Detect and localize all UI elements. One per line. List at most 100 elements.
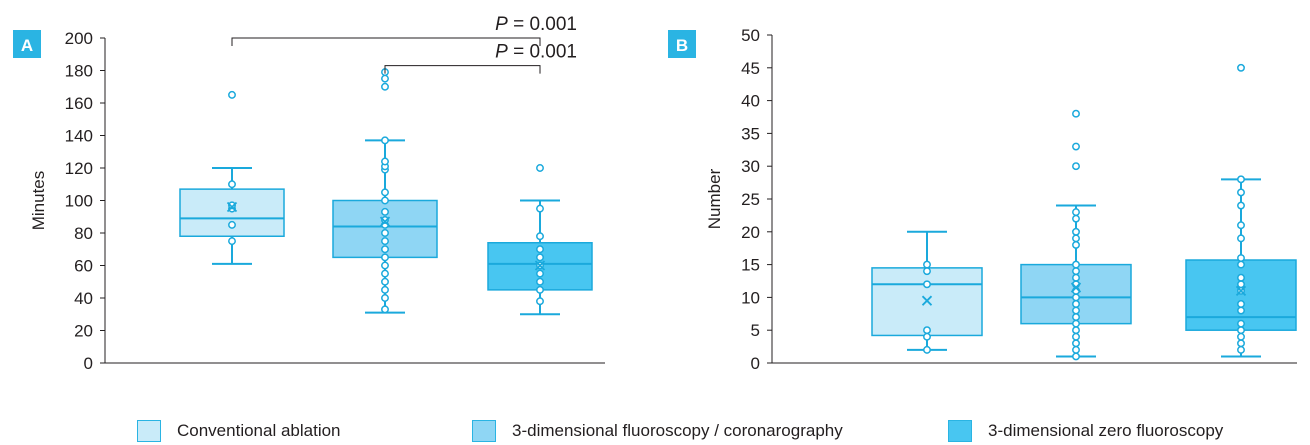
y-tick-label: 5	[751, 321, 760, 340]
data-point	[1072, 162, 1080, 171]
data-point	[923, 260, 931, 269]
mean-marker	[1070, 282, 1082, 293]
panel-badge-B	[668, 30, 696, 58]
data-point	[1237, 345, 1245, 354]
data-point	[381, 294, 389, 302]
data-point	[381, 253, 389, 262]
legend: Conventional ablation 3-dimensional fluo…	[0, 420, 1310, 444]
data-point	[381, 207, 389, 216]
box-iqr	[1185, 259, 1297, 331]
y-tick-label: 20	[741, 223, 760, 242]
data-point	[1072, 267, 1080, 276]
y-tick-label: 200	[65, 29, 93, 48]
legend-item-conventional: Conventional ablation	[137, 420, 341, 442]
p-value: = 0.001	[508, 42, 577, 63]
data-point	[228, 180, 236, 189]
data-point	[381, 229, 389, 237]
data-point	[1237, 280, 1245, 289]
data-point	[381, 216, 389, 224]
data-point	[1072, 273, 1080, 282]
legend-label-3d-zero-fluoroscopy: 3-dimensional zero fluoroscopy	[988, 421, 1224, 440]
data-point	[381, 277, 389, 286]
y-tick-label: 60	[74, 257, 93, 276]
data-point	[381, 269, 389, 278]
y-tick-label: 160	[65, 94, 93, 113]
mean-marker	[921, 295, 933, 306]
data-point	[381, 285, 389, 294]
data-point	[536, 297, 544, 306]
data-point	[1237, 332, 1245, 341]
y-axis-label: Number	[705, 168, 724, 229]
data-point	[381, 305, 389, 314]
significance-bracket	[231, 37, 541, 46]
legend-label-conventional: Conventional ablation	[177, 421, 341, 440]
data-point	[381, 245, 389, 254]
data-point	[923, 326, 931, 335]
data-point	[228, 201, 236, 210]
data-point	[1072, 214, 1080, 223]
data-point	[1237, 339, 1245, 348]
legend-swatch-3d-fluoroscopy	[472, 420, 496, 442]
data-point	[1072, 345, 1080, 354]
data-point	[1237, 234, 1245, 243]
data-point	[1072, 352, 1080, 361]
mean-marker	[534, 260, 546, 271]
data-point	[536, 245, 544, 254]
data-point	[536, 285, 544, 294]
data-point	[381, 136, 389, 145]
data-point	[1072, 313, 1080, 322]
data-point	[1072, 260, 1080, 269]
y-tick-label: 40	[741, 92, 760, 111]
data-point	[381, 82, 389, 91]
data-point	[381, 237, 389, 246]
y-tick-label: 15	[741, 256, 760, 275]
panel-badge-A	[13, 30, 41, 58]
legend-item-3d-zero-fluoroscopy: 3-dimensional zero fluoroscopy	[948, 420, 1223, 442]
y-tick-label: 50	[741, 26, 760, 45]
mean-marker	[379, 216, 391, 227]
data-point	[1072, 293, 1080, 302]
y-tick-label: 35	[741, 124, 760, 143]
data-point	[923, 280, 931, 289]
y-tick-label: 100	[65, 192, 93, 211]
y-tick-label: 120	[65, 159, 93, 178]
y-tick-label: 180	[65, 62, 93, 81]
p-symbol: P	[495, 42, 508, 63]
y-tick-label: 0	[84, 354, 93, 373]
p-symbol: P	[495, 14, 508, 35]
data-point	[381, 157, 389, 166]
y-axis-label: Minutes	[29, 171, 48, 231]
data-point	[1237, 175, 1245, 184]
panel-label-A: A	[21, 36, 33, 55]
data-point	[1237, 319, 1245, 328]
data-point	[536, 269, 544, 278]
panel-label-B: B	[676, 36, 688, 55]
data-point	[536, 164, 544, 172]
data-point	[536, 277, 544, 286]
data-point	[228, 237, 236, 246]
data-point	[1072, 109, 1080, 118]
y-tick-label: 30	[741, 157, 760, 176]
data-point	[1072, 208, 1080, 217]
data-point	[1237, 300, 1245, 308]
data-point	[381, 196, 389, 205]
y-tick-label: 40	[74, 289, 93, 308]
significance-label: P = 0.001	[495, 42, 577, 63]
data-point	[381, 74, 389, 83]
data-point	[923, 332, 931, 341]
data-point	[923, 345, 931, 354]
data-point	[1237, 326, 1245, 335]
mean-marker	[1235, 285, 1247, 296]
y-tick-label: 45	[741, 59, 760, 78]
data-point	[1072, 240, 1080, 249]
legend-label-3d-fluoroscopy: 3-dimensional fluoroscopy / coronarograp…	[512, 421, 843, 440]
legend-swatch-3d-zero-fluoroscopy	[948, 420, 972, 442]
data-point	[1237, 306, 1245, 315]
y-tick-label: 80	[74, 224, 93, 243]
legend-item-3d-fluoroscopy: 3-dimensional fluoroscopy / coronarograp…	[472, 420, 843, 442]
data-point	[228, 220, 236, 229]
data-point	[1237, 254, 1245, 262]
data-point	[381, 261, 389, 270]
